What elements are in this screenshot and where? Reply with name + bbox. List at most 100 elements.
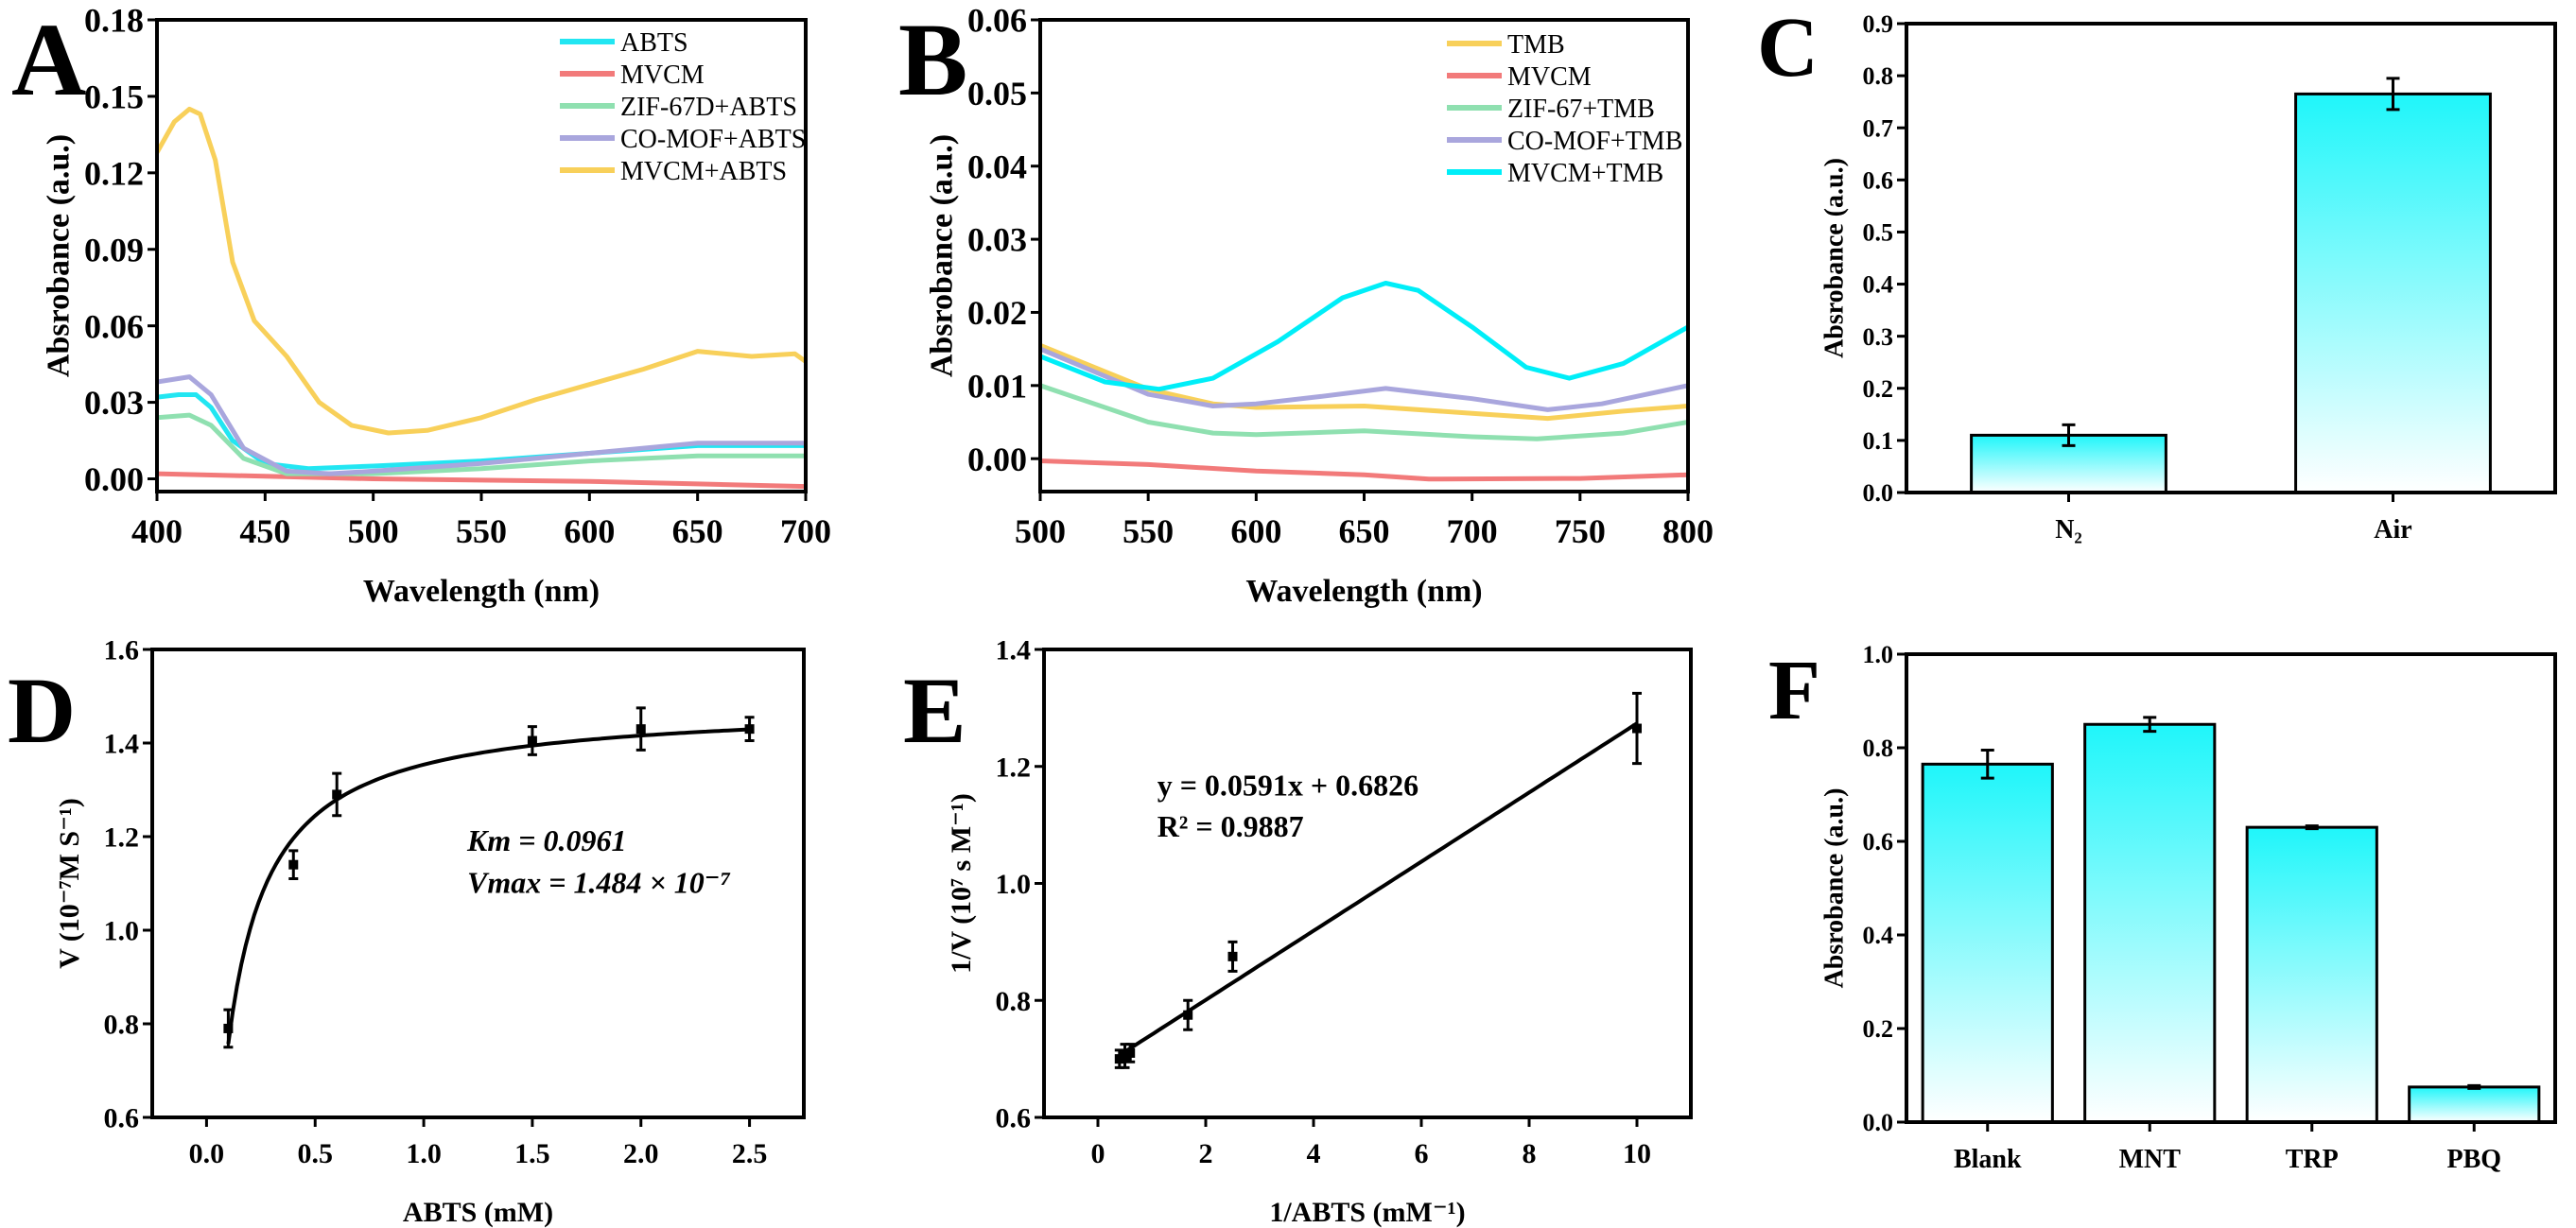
axes-frame bbox=[1905, 22, 2557, 494]
panel-e: E 0.6 0.8 1.0 1.2 1.4 0 2 4 6 8 10 1/ABTS (mM⁻¹) 1/V … bbox=[903, 635, 1693, 1228]
x-tick-label: 8 bbox=[1523, 1138, 1537, 1169]
x-tick-label: 600 bbox=[564, 512, 615, 550]
x-tick-label: 4 bbox=[1307, 1138, 1321, 1169]
legend-entry: MVCM+ABTS bbox=[560, 157, 787, 186]
series-line-mvcm-tmb bbox=[1040, 281, 1688, 392]
y-tick-label: 0.00 bbox=[84, 460, 144, 498]
data-point bbox=[1227, 951, 1238, 961]
x-tick-label: 700 bbox=[1447, 512, 1498, 550]
category-label: TRP bbox=[2286, 1145, 2339, 1174]
x-axis-label: Wavelength (nm) bbox=[1245, 574, 1482, 609]
x-tick-label: 650 bbox=[672, 512, 723, 550]
error-bar bbox=[2062, 423, 2076, 447]
annotation: y = 0.0591x + 0.6826 bbox=[1157, 769, 1419, 803]
x-tick-label: 1.0 bbox=[406, 1138, 442, 1169]
plot-area bbox=[1040, 281, 1688, 482]
panel-c: C 0.0 0.1 0.2 0.3 0.4 0.5 0.6 0.7 0.8 0.9 Absrobanc… bbox=[1757, 1, 2557, 545]
y-tick-label: 0.6 bbox=[1863, 828, 1894, 856]
x-tick-label: 0.0 bbox=[189, 1138, 225, 1169]
x-tick-label: 550 bbox=[1123, 512, 1174, 550]
axes-frame bbox=[155, 18, 808, 493]
series-line-co-mof-abts bbox=[157, 374, 806, 476]
y-tick-label: 0.1 bbox=[1863, 427, 1894, 455]
y-tick-label: 0.15 bbox=[84, 78, 144, 116]
data-point bbox=[744, 724, 755, 735]
x-tick-label: 2.5 bbox=[732, 1138, 768, 1169]
y-tick-label: 0.2 bbox=[1863, 1015, 1894, 1043]
legend-label: CO-MOF+ABTS bbox=[620, 125, 806, 154]
x-tick-label: 0 bbox=[1091, 1138, 1105, 1169]
error-bar bbox=[2386, 77, 2400, 112]
y-tick-label: 0.2 bbox=[1863, 375, 1894, 403]
data-point bbox=[1114, 1054, 1124, 1064]
legend-entry: TMB bbox=[1447, 30, 1565, 60]
y-tick-label: 0.6 bbox=[1863, 166, 1894, 194]
x-tick-label: 500 bbox=[348, 512, 399, 550]
y-tick-label: 1.0 bbox=[996, 869, 1032, 900]
legend-label: MVCM bbox=[1507, 62, 1592, 92]
y-tick-label: 0.06 bbox=[967, 2, 1027, 40]
series-line-mvcm bbox=[1040, 458, 1688, 482]
data-point bbox=[332, 789, 342, 800]
category-label: Air bbox=[2374, 515, 2411, 545]
panel-d: D 0.6 0.8 1.0 1.2 1.4 1.6 0.0 0.5 1.0 1.5 2.0 2.5 ABT… bbox=[8, 635, 806, 1228]
data-point bbox=[1125, 1047, 1136, 1058]
x-tick-label: 600 bbox=[1230, 512, 1281, 550]
series-line-mvcm-abts bbox=[157, 106, 806, 436]
y-axis-label: Absrobance (a.u.) bbox=[1819, 788, 1849, 989]
y-tick-label: 0.8 bbox=[996, 986, 1032, 1017]
legend-entry: MVCM bbox=[1447, 62, 1592, 92]
x-tick-label: 1.5 bbox=[514, 1138, 550, 1169]
fit-line bbox=[226, 727, 750, 1045]
y-tick-label: 0.03 bbox=[84, 384, 144, 422]
legend-entry: ABTS bbox=[560, 28, 688, 58]
y-tick-label: 0.18 bbox=[84, 2, 144, 40]
series-line-tmb bbox=[1040, 342, 1688, 422]
x-tick-label: 400 bbox=[131, 512, 183, 550]
y-tick-label: 0.09 bbox=[84, 231, 144, 268]
y-tick-label: 0.5 bbox=[1863, 219, 1894, 247]
y-tick-label: 0.7 bbox=[1863, 114, 1894, 142]
data-point bbox=[288, 859, 299, 870]
error-bar bbox=[2143, 716, 2157, 734]
y-axis-label: V (10⁻⁷M S⁻¹) bbox=[54, 798, 85, 969]
legend-entry: MVCM+TMB bbox=[1447, 159, 1663, 188]
x-tick-label: 10 bbox=[1623, 1138, 1651, 1169]
legend-label: ZIF-67D+ABTS bbox=[620, 93, 797, 122]
y-tick-label: 0.8 bbox=[1863, 735, 1894, 762]
panel-f: F 0.0 0.2 0.4 0.6 0.8 1.0 Absrobance (a.u.) Blan… bbox=[1768, 641, 2557, 1174]
error-bar bbox=[2467, 1083, 2481, 1090]
series-line-mvcm bbox=[157, 471, 806, 490]
y-tick-label: 0.0 bbox=[1863, 479, 1894, 507]
y-axis-label: Absrobance (a.u.) bbox=[41, 134, 76, 377]
fit-line bbox=[1118, 721, 1639, 1057]
y-tick-label: 1.2 bbox=[104, 822, 140, 854]
series-line-zif-67-tmb bbox=[1040, 383, 1688, 441]
data-point bbox=[1632, 723, 1642, 734]
y-tick-label: 1.0 bbox=[1863, 641, 1894, 668]
legend-entry: CO-MOF+TMB bbox=[1447, 127, 1682, 156]
y-tick-label: 0.01 bbox=[967, 367, 1027, 405]
y-tick-label: 1.2 bbox=[996, 752, 1032, 783]
y-tick-label: 1.4 bbox=[104, 729, 140, 760]
y-tick-label: 0.04 bbox=[967, 147, 1027, 185]
legend-entry: ZIF-67D+ABTS bbox=[560, 93, 797, 122]
plot-area bbox=[157, 106, 806, 490]
y-tick-label: 0.00 bbox=[967, 441, 1027, 478]
x-tick-label: 650 bbox=[1339, 512, 1390, 550]
legend-label: MVCM+ABTS bbox=[620, 157, 787, 186]
panel-a: A 0.00 0.03 0.06 0.09 0.12 0.15 0.18 400 450 500 55… bbox=[11, 2, 831, 609]
error-bar bbox=[2305, 824, 2319, 831]
data-point bbox=[527, 735, 537, 746]
bar bbox=[2408, 1085, 2541, 1124]
legend-entry: MVCM bbox=[560, 61, 705, 90]
panel-letter: E bbox=[903, 658, 966, 763]
x-tick-label: 2 bbox=[1199, 1138, 1213, 1169]
x-tick-label: 450 bbox=[239, 512, 290, 550]
x-tick-label: 700 bbox=[780, 512, 831, 550]
x-tick-label: 750 bbox=[1555, 512, 1606, 550]
y-tick-label: 0.9 bbox=[1863, 10, 1894, 38]
y-tick-label: 0.12 bbox=[84, 154, 144, 192]
data-point bbox=[223, 1023, 234, 1033]
